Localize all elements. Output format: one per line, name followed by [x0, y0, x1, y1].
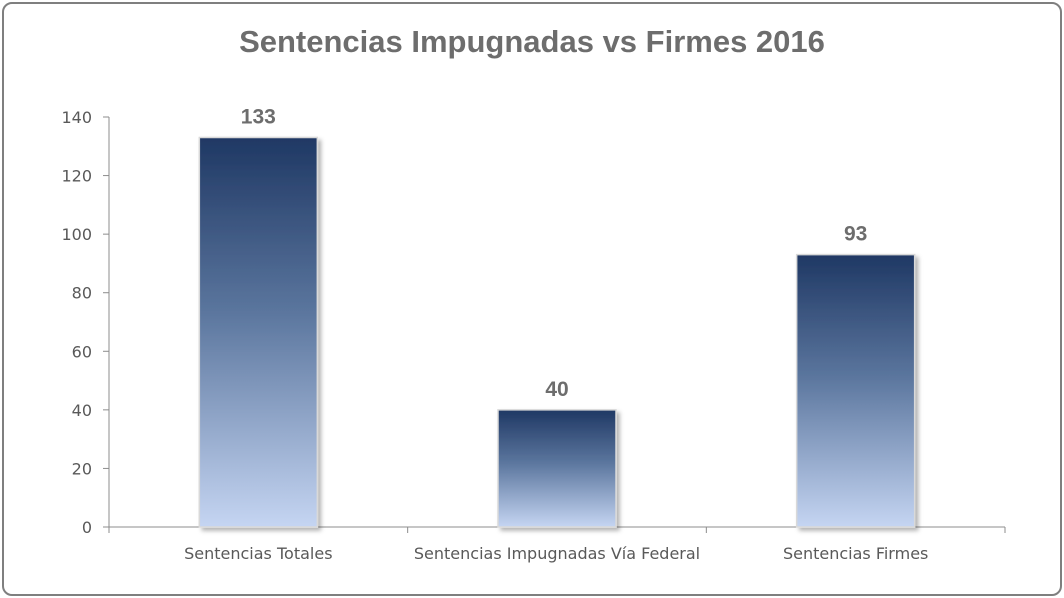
bar — [497, 409, 617, 528]
data-label: 133 — [241, 106, 276, 129]
y-tick-label: 140 — [61, 108, 92, 127]
chart-title: Sentencias Impugnadas vs Firmes 2016 — [239, 24, 825, 59]
x-category-label: Sentencias Impugnadas Vía Federal — [414, 544, 700, 563]
y-tick-label: 40 — [72, 401, 92, 420]
y-tick-label: 20 — [72, 459, 92, 478]
x-category-label: Sentencias Firmes — [783, 544, 928, 563]
y-tick-label: 0 — [82, 518, 92, 537]
bar — [795, 253, 916, 528]
y-tick-label: 100 — [61, 225, 92, 244]
data-label: 40 — [545, 378, 568, 401]
y-tick-label: 120 — [61, 167, 92, 186]
y-tick-label: 80 — [72, 284, 92, 303]
x-category-label: Sentencias Totales — [184, 544, 332, 563]
data-label: 93 — [844, 223, 867, 246]
bar — [198, 136, 319, 528]
y-tick-label: 60 — [72, 342, 92, 361]
